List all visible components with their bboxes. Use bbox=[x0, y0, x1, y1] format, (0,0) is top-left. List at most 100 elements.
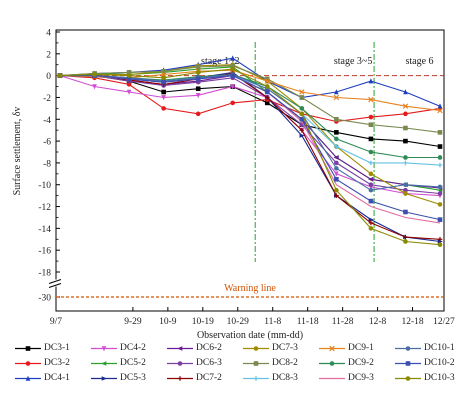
legend-swatch bbox=[395, 346, 421, 351]
data-point bbox=[437, 202, 443, 207]
data-point bbox=[437, 107, 443, 114]
data-point bbox=[195, 92, 201, 99]
legend-label: DC3-1 bbox=[44, 343, 70, 353]
legend-swatch-marker bbox=[405, 346, 411, 351]
series-line bbox=[60, 75, 441, 221]
legend-swatch-marker bbox=[177, 361, 183, 366]
data-point bbox=[57, 73, 63, 78]
data-point bbox=[437, 103, 443, 109]
y-tick-label: -16 bbox=[38, 247, 51, 257]
data-point bbox=[230, 73, 236, 78]
y-tick-label: 4 bbox=[46, 29, 51, 39]
data-point bbox=[126, 82, 132, 87]
legend-swatch bbox=[243, 376, 269, 381]
legend-label: DC9-3 bbox=[348, 373, 374, 383]
data-point bbox=[126, 89, 132, 95]
data-point bbox=[195, 86, 201, 92]
data-point bbox=[368, 114, 374, 120]
data-point bbox=[403, 182, 408, 188]
data-point bbox=[299, 133, 305, 138]
data-point bbox=[368, 217, 374, 222]
legend-label: DC8-2 bbox=[272, 358, 298, 368]
data-point bbox=[230, 100, 236, 106]
data-point bbox=[403, 191, 408, 196]
y-tick-label: -6 bbox=[43, 138, 51, 148]
legend-swatch-marker bbox=[25, 375, 31, 381]
data-point bbox=[368, 149, 374, 155]
data-point bbox=[334, 187, 339, 193]
data-point bbox=[368, 78, 374, 84]
legend-swatch-marker bbox=[253, 346, 259, 351]
data-point bbox=[403, 125, 408, 131]
data-point bbox=[334, 160, 339, 166]
legend-swatch bbox=[91, 376, 117, 381]
data-point bbox=[368, 96, 374, 103]
series-line bbox=[59, 68, 441, 246]
legend-swatch bbox=[319, 345, 345, 352]
data-point bbox=[403, 209, 408, 215]
x-tick-label: 11-28 bbox=[332, 317, 354, 327]
legend-label: DC4-2 bbox=[120, 343, 146, 353]
data-point bbox=[195, 76, 201, 82]
y-tick-label: -2 bbox=[43, 94, 51, 104]
data-point bbox=[368, 187, 374, 193]
legend-swatch bbox=[243, 361, 269, 366]
data-point bbox=[161, 95, 166, 101]
legend-label: DC3-2 bbox=[44, 358, 70, 368]
data-point bbox=[437, 191, 443, 196]
data-point bbox=[368, 136, 374, 142]
data-point bbox=[333, 94, 340, 101]
legend-label: DC8-3 bbox=[272, 373, 298, 383]
series-dc7-2 bbox=[57, 71, 443, 242]
legend-label: DC6-2 bbox=[196, 343, 222, 353]
legend-label: DC7-2 bbox=[196, 373, 222, 383]
y-tick-label: 0 bbox=[46, 72, 51, 82]
legend: DC3-1 DC3-2 DC4-1 DC4-2 DC5-2 DC5-3 DC6-2 DC6-3… bbox=[14, 342, 466, 408]
data-point bbox=[161, 75, 166, 81]
series-line bbox=[60, 75, 441, 166]
series-line bbox=[60, 73, 441, 191]
data-point bbox=[299, 95, 305, 100]
data-point bbox=[368, 171, 374, 177]
y-tick-label: -18 bbox=[38, 269, 51, 279]
series-line bbox=[60, 75, 441, 148]
legend-swatch bbox=[91, 346, 117, 352]
axis-break-mark bbox=[48, 279, 62, 284]
legend-swatch-marker bbox=[101, 376, 107, 381]
x-tick-label: 12-18 bbox=[401, 317, 423, 327]
legend-label: DC7-3 bbox=[272, 343, 298, 353]
data-point bbox=[334, 89, 339, 95]
data-point bbox=[230, 55, 236, 61]
data-point bbox=[126, 70, 132, 75]
x-tick-label: 9/7 bbox=[50, 317, 62, 327]
data-point bbox=[299, 89, 305, 95]
data-point bbox=[334, 116, 339, 122]
series-dc5-3 bbox=[57, 70, 443, 244]
data-point bbox=[437, 242, 443, 248]
stage-label: stage 1~2 bbox=[201, 56, 239, 67]
data-point bbox=[299, 106, 305, 111]
data-point bbox=[126, 76, 132, 82]
series-dc4-2 bbox=[57, 73, 443, 199]
legend-swatch-marker bbox=[101, 361, 107, 366]
legend-swatch-marker bbox=[329, 361, 335, 366]
legend-swatch bbox=[15, 361, 41, 366]
legend-swatch bbox=[395, 361, 421, 366]
stage-label: stage 3~5 bbox=[334, 56, 372, 67]
legend-swatch-marker bbox=[101, 346, 107, 352]
series-dc10-2 bbox=[57, 73, 443, 222]
data-point bbox=[230, 66, 236, 72]
legend-swatch bbox=[395, 376, 421, 381]
x-tick-label: 12/27 bbox=[433, 317, 455, 327]
data-point bbox=[334, 136, 339, 142]
axis-break-mask bbox=[50, 279, 62, 287]
data-point bbox=[437, 217, 443, 222]
y-tick-label: -14 bbox=[38, 225, 51, 235]
warning-line-label: Warning line bbox=[224, 283, 276, 294]
data-point bbox=[402, 103, 409, 109]
data-point bbox=[403, 187, 408, 193]
data-point bbox=[334, 166, 339, 171]
x-tick-label: 10-9 bbox=[159, 317, 177, 327]
data-point bbox=[437, 184, 443, 190]
data-point bbox=[437, 144, 443, 149]
